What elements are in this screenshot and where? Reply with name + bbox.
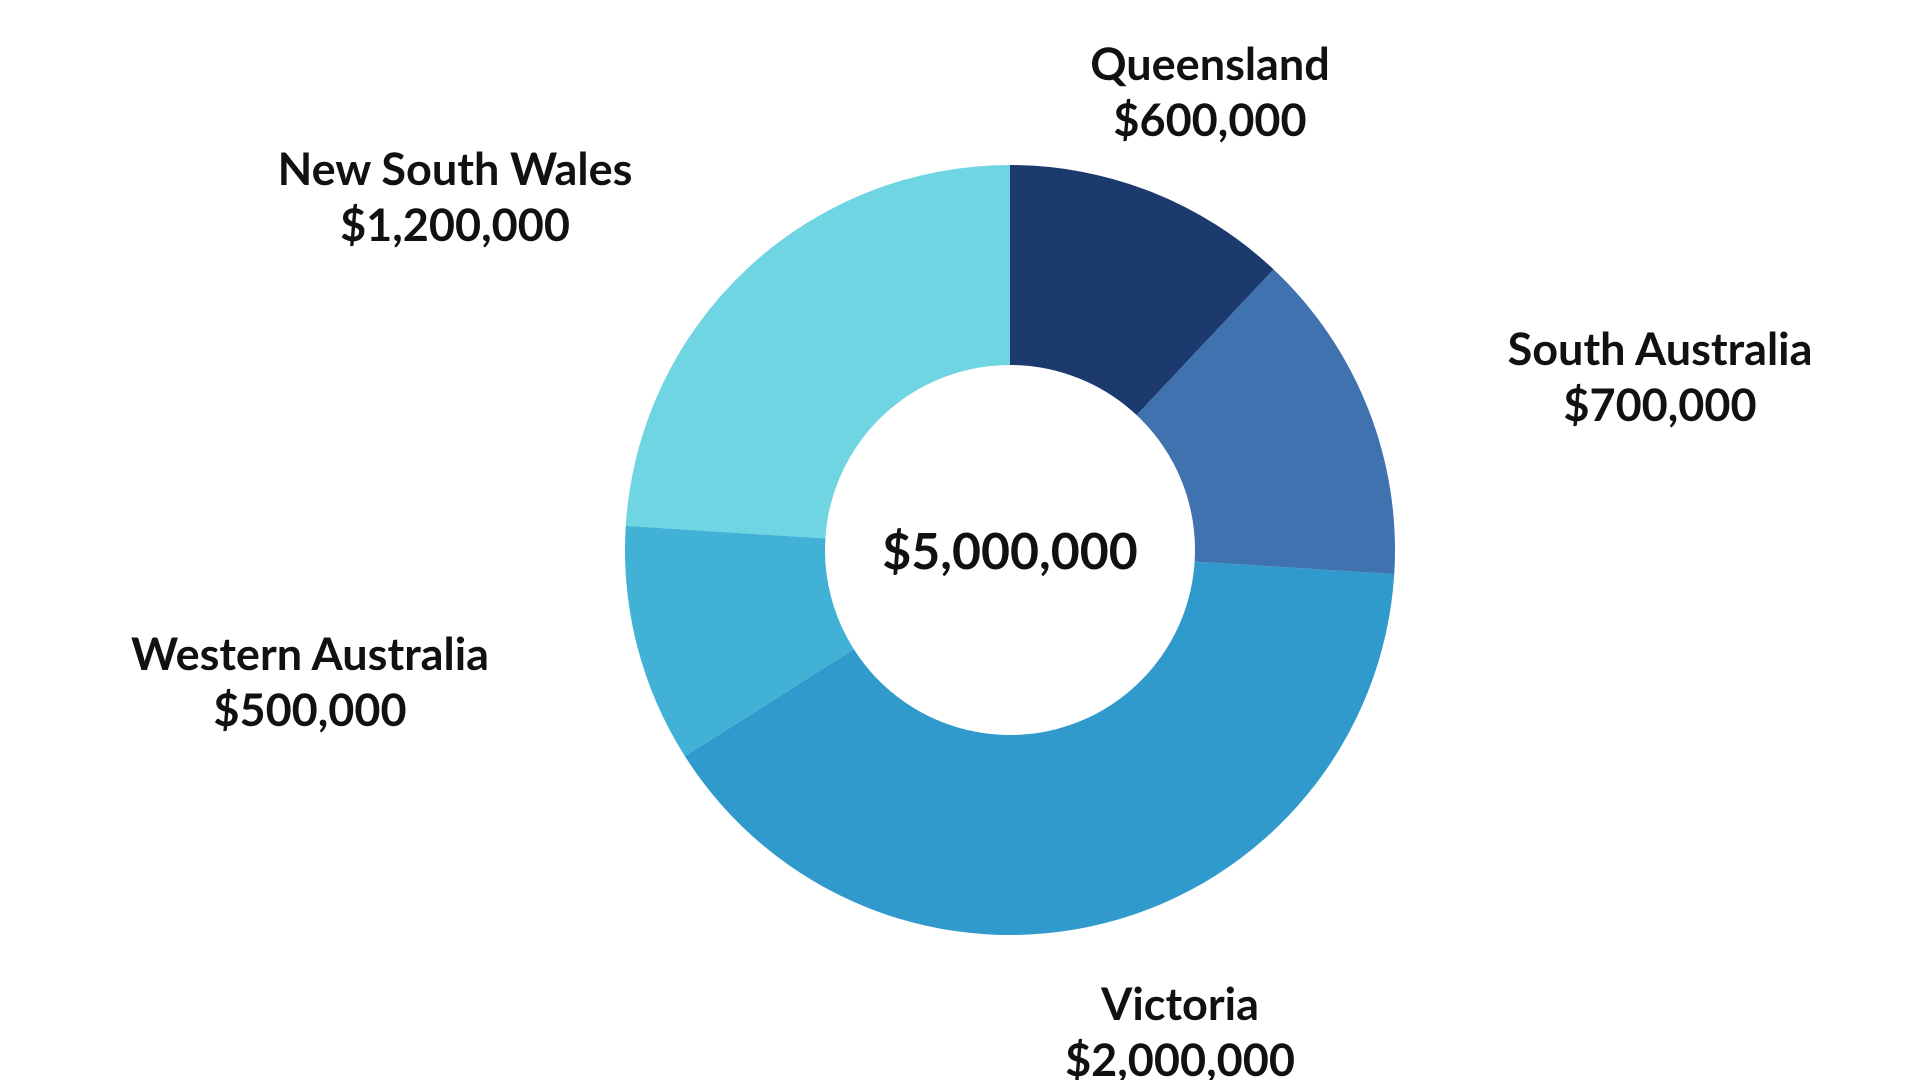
slice-label-new-south-wales: New South Wales$1,200,000 [278,140,633,253]
slice-label-south-australia: South Australia$700,000 [1508,320,1813,433]
slice-label-name: Queensland [1090,35,1330,91]
slice-label-western-australia: Western Australia$500,000 [131,625,489,738]
slice-label-value: $1,200,000 [278,196,633,252]
slice-label-name: Western Australia [131,625,489,681]
donut-chart: $5,000,000 Queensland$600,000 South Austr… [0,0,1920,1080]
slice-label-value: $500,000 [131,681,489,737]
slice-label-value: $700,000 [1508,376,1813,432]
slice-label-name: New South Wales [278,140,633,196]
slice-label-name: Victoria [1065,975,1295,1031]
donut-center-total: $5,000,000 [882,520,1137,580]
slice-label-value: $2,000,000 [1065,1031,1295,1080]
slice-label-name: South Australia [1508,320,1813,376]
slice-label-value: $600,000 [1090,91,1330,147]
slice-label-queensland: Queensland$600,000 [1090,35,1330,148]
donut-slice-new-south-wales [626,165,1010,538]
slice-label-victoria: Victoria$2,000,000 [1065,975,1295,1080]
